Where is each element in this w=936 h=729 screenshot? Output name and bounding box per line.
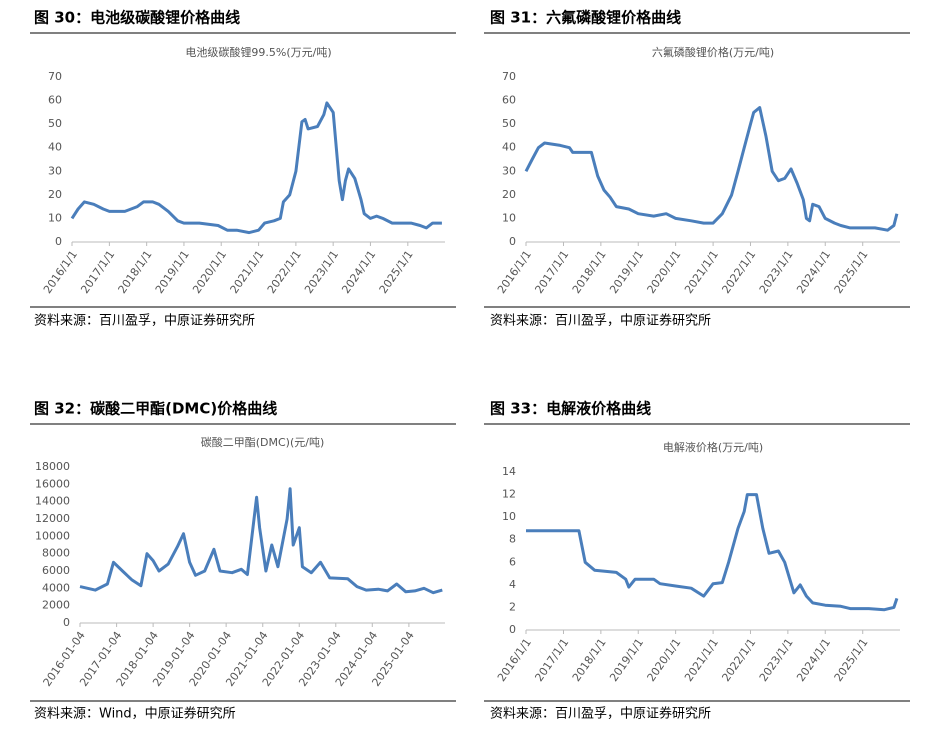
y-tick-label: 20 [502, 188, 516, 201]
y-tick-label: 10 [48, 211, 62, 224]
y-tick-label: 8000 [42, 547, 70, 560]
y-tick-label: 10 [502, 510, 516, 523]
y-tick-label: 2000 [42, 599, 70, 612]
y-tick-label: 14000 [35, 495, 70, 508]
x-tick-label: 2017/1/1 [532, 248, 571, 296]
y-tick-label: 0 [55, 235, 62, 248]
x-tick-label: 2021/1/1 [682, 636, 721, 684]
y-tick-label: 60 [48, 94, 62, 107]
price-line [70, 101, 442, 235]
figure-title: 图 31：六氟磷酸锂价格曲线 [490, 9, 681, 27]
figure-title: 图 30：电池级碳酸锂价格曲线 [34, 9, 240, 27]
x-tick-label: 2023/1/1 [757, 248, 796, 296]
x-tick-label: 2020/1/1 [645, 248, 684, 296]
y-tick-label: 30 [502, 164, 516, 177]
y-tick-label: 50 [502, 117, 516, 130]
x-tick-label: 2022/1/1 [265, 248, 304, 296]
chart-title: 电解液价格(万元/吨) [663, 440, 763, 454]
x-tick-label: 2018/1/1 [570, 636, 609, 684]
y-tick-label: 8 [509, 533, 516, 546]
y-tick-label: 40 [48, 141, 62, 154]
x-tick-label: 2024/1/1 [339, 248, 378, 296]
x-tick-label: 2019/1/1 [153, 248, 192, 296]
chart-title: 六氟磷酸锂价格(万元/吨) [652, 45, 774, 59]
y-tick-label: 14 [502, 465, 516, 478]
y-tick-label: 70 [48, 70, 62, 83]
y-tick-label: 20 [48, 188, 62, 201]
x-tick-label: 2021/1/1 [228, 248, 267, 296]
source-note: 资料来源：百川盈孚，中原证券研究所 [490, 706, 711, 722]
y-tick-label: 10000 [35, 529, 70, 542]
price-line [524, 106, 899, 232]
y-tick-label: 60 [502, 94, 516, 107]
figure-title: 图 33：电解液价格曲线 [490, 400, 651, 418]
source-note: 资料来源：百川盈孚，中原证券研究所 [490, 313, 711, 329]
y-tick-label: 10 [502, 211, 516, 224]
y-tick-label: 40 [502, 141, 516, 154]
y-tick-label: 16000 [35, 477, 70, 490]
x-tick-label: 2024/1/1 [794, 636, 833, 684]
x-tick-label: 2025/1/1 [377, 248, 416, 296]
y-tick-label: 2 [509, 600, 516, 613]
y-tick-label: 0 [509, 623, 516, 636]
source-note: 资料来源：百川盈孚，中原证券研究所 [34, 313, 255, 329]
y-tick-label: 70 [502, 70, 516, 83]
x-tick-label: 2016/1/1 [495, 248, 534, 296]
x-tick-label: 2022/1/1 [719, 248, 758, 296]
x-tick-label: 2017/1/1 [532, 636, 571, 684]
y-tick-label: 4000 [42, 581, 70, 594]
y-tick-label: 6 [509, 555, 516, 568]
price-line [79, 487, 443, 595]
x-tick-label: 2016/1/1 [495, 636, 534, 684]
x-tick-label: 2020/1/1 [645, 636, 684, 684]
y-tick-label: 4 [509, 578, 516, 591]
y-tick-label: 0 [509, 235, 516, 248]
price-line [526, 493, 899, 612]
figure-title: 图 32：碳酸二甲酯(DMC)价格曲线 [34, 400, 277, 418]
x-tick-label: 2019/1/1 [607, 636, 646, 684]
chart-title: 电池级碳酸锂99.5%(万元/吨) [185, 45, 331, 59]
x-tick-label: 2019/1/1 [607, 248, 646, 296]
x-tick-label: 2022/1/1 [719, 636, 758, 684]
x-tick-label: 2018/1/1 [116, 248, 155, 296]
x-tick-label: 2018/1/1 [570, 248, 609, 296]
x-tick-label: 2017/1/1 [78, 248, 117, 296]
x-tick-label: 2024/1/1 [794, 248, 833, 296]
y-tick-label: 50 [48, 117, 62, 130]
y-tick-label: 30 [48, 164, 62, 177]
source-note: 资料来源：Wind，中原证券研究所 [34, 706, 236, 722]
x-tick-label: 2016/1/1 [41, 248, 80, 296]
x-tick-label: 2020/1/1 [190, 248, 229, 296]
x-tick-label: 2023/1/1 [302, 248, 341, 296]
x-tick-label: 2021/1/1 [682, 248, 721, 296]
x-tick-label: 2025/1/1 [832, 636, 871, 684]
y-tick-label: 0 [63, 616, 70, 629]
x-tick-label: 2023/1/1 [757, 636, 796, 684]
x-tick-label: 2025/1/1 [832, 248, 871, 296]
y-tick-label: 6000 [42, 564, 70, 577]
y-tick-label: 12 [502, 488, 516, 501]
y-tick-label: 18000 [35, 460, 70, 473]
chart-title: 碳酸二甲酯(DMC)(元/吨) [201, 435, 325, 449]
y-tick-label: 12000 [35, 512, 70, 525]
